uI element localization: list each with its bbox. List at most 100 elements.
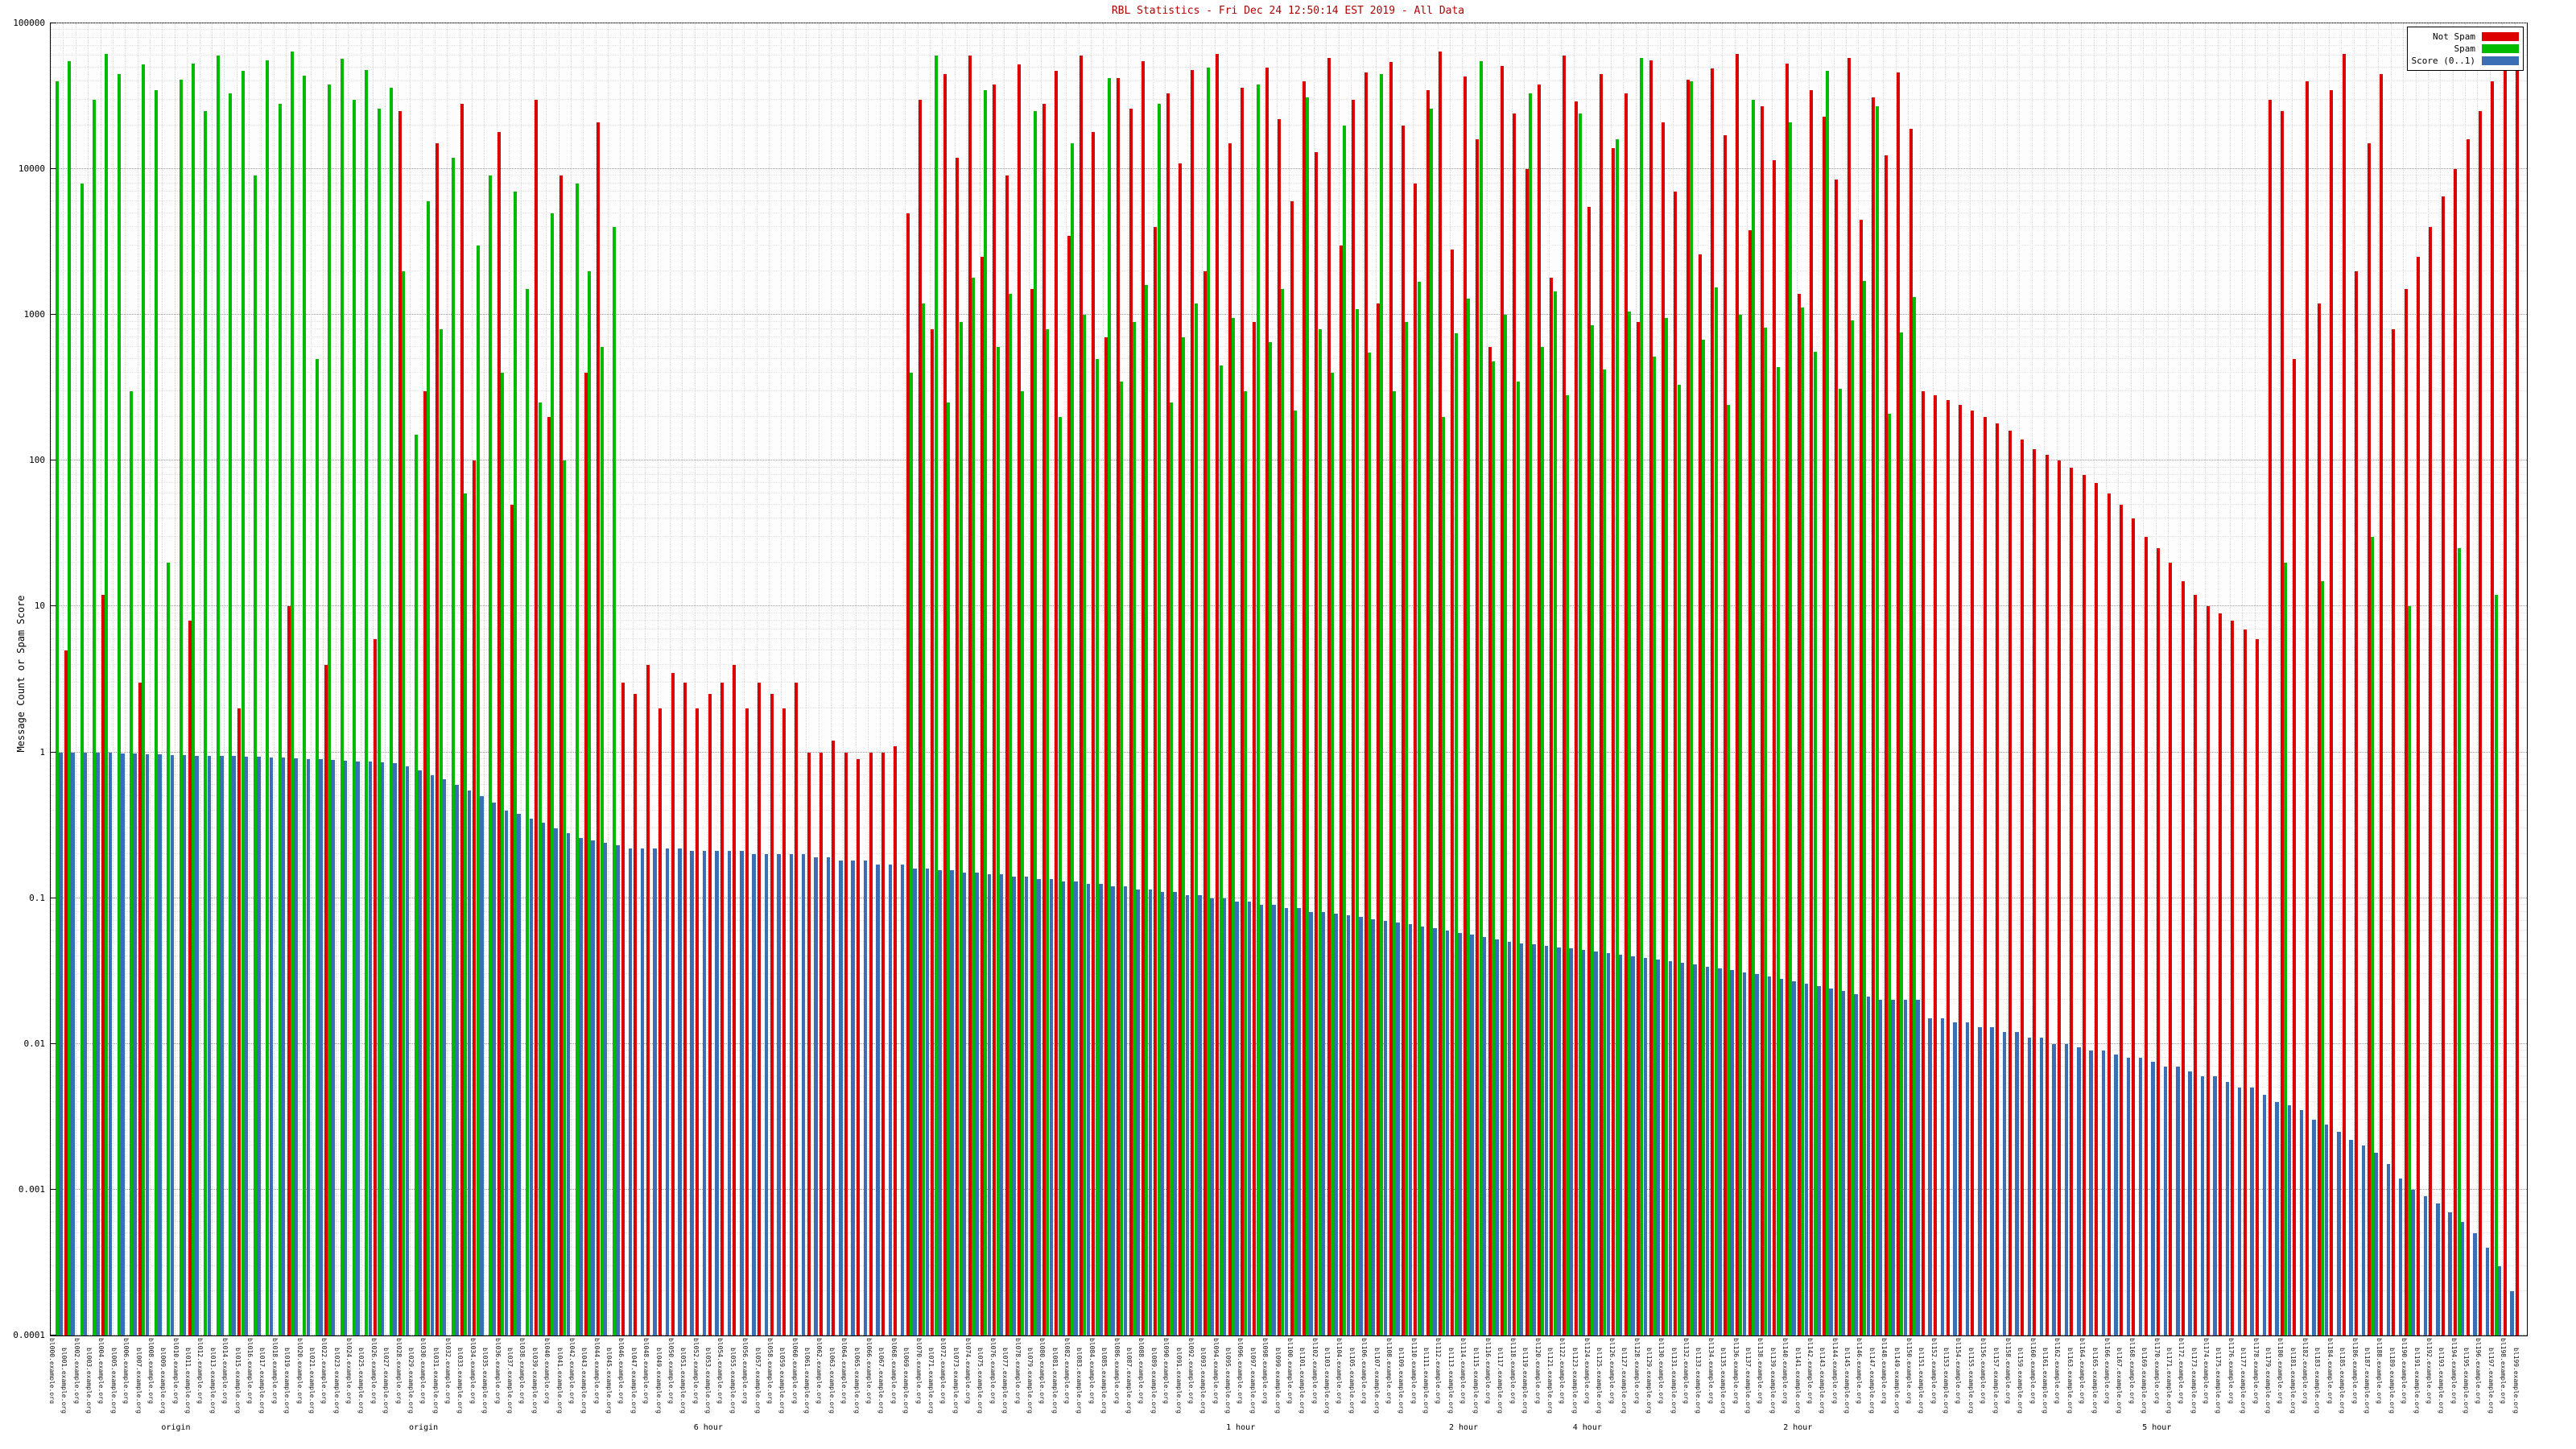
vertical-gridline [620,23,621,1335]
bar-not-spam [1996,423,2000,1335]
bar-not-spam [1822,116,1826,1335]
bar-score [492,803,496,1335]
bar-not-spam [1104,337,1108,1335]
vertical-gridline [1982,23,1984,1335]
bar-score [1111,886,1115,1335]
x-tick-label: bl113.example.org [1447,1348,1455,1414]
x-tick-label: bl051.example.org [679,1348,687,1414]
x-axis-group-label: 2 hour [1783,1423,1813,1432]
bar-spam [1850,320,1854,1335]
vertical-gridline [1697,23,1699,1335]
bar-not-spam [497,131,502,1335]
bar-score [2324,1124,2329,1335]
vertical-gridline [1474,23,1476,1335]
x-tick-label: bl171.example.org [2165,1348,2173,1414]
bar-not-spam [2342,53,2346,1335]
bar-spam [352,99,356,1335]
bar-not-spam [1884,155,1888,1335]
x-tick-label: bl018.example.org [270,1338,279,1404]
bar-not-spam [1971,411,1975,1335]
x-tick-label: bl015.example.org [233,1348,242,1414]
vertical-gridline [88,23,89,1335]
horizontal-gridline-major [51,1188,2527,1190]
vertical-gridline [1945,23,1946,1335]
x-tick-label: bl156.example.org [1979,1338,1988,1404]
bar-not-spam [696,708,700,1335]
bar-score [1569,948,1573,1335]
bar-spam [439,328,443,1335]
bar-spam [1875,106,1879,1335]
vertical-gridline [2056,23,2058,1335]
bar-score [801,854,806,1335]
bar-not-spam [2256,638,2260,1335]
bar-score [752,854,756,1335]
vertical-gridline [929,23,931,1335]
bar-not-spam [980,257,984,1335]
bar-not-spam [2516,52,2520,1335]
bar-not-spam [2194,595,2198,1335]
bar-score [1371,919,1375,1335]
horizontal-gridline-minor [51,1119,2527,1121]
vertical-gridline [1004,23,1005,1335]
vertical-gridline [2514,23,2516,1335]
vertical-gridline [991,23,993,1335]
x-tick-label: bl076.example.org [989,1338,997,1404]
bar-spam [464,493,468,1335]
vertical-gridline [707,23,708,1335]
bar-spam [1219,365,1223,1335]
bar-not-spam [1699,254,1703,1335]
bar-not-spam [1191,69,1195,1335]
vertical-gridline [1722,23,1724,1335]
vertical-gridline [1189,23,1191,1335]
bar-score [220,756,224,1335]
horizontal-gridline-minor [51,1265,2527,1266]
bar-not-spam [510,504,514,1335]
bar-score [1668,960,1672,1335]
bar-score [2460,1222,2465,1335]
bar-score [269,758,274,1335]
bar-spam [1269,342,1273,1335]
x-tick-label: bl106.example.org [1360,1338,1368,1404]
horizontal-gridline-minor [51,774,2527,775]
bar-not-spam [597,122,601,1335]
bar-not-spam [2144,537,2148,1335]
bar-score [913,868,917,1335]
bar-not-spam [398,111,402,1335]
x-tick-label: bl049.example.org [654,1348,663,1414]
horizontal-gridline-minor [51,36,2527,38]
vertical-gridline [2390,23,2392,1335]
vertical-gridline [1016,23,1018,1335]
bar-spam [402,270,406,1335]
bar-score [319,758,323,1335]
vertical-gridline [1932,23,1934,1335]
vertical-gridline [1029,23,1030,1335]
bar-score [1693,964,1697,1335]
y-tick-label: 1000 [23,309,46,320]
bar-score [938,870,942,1335]
bar-spam [1529,93,1533,1335]
bar-spam [451,157,455,1335]
bar-score [2213,1075,2217,1335]
vertical-gridline [880,23,881,1335]
bar-not-spam [2478,111,2482,1335]
x-tick-label: bl176.example.org [2227,1338,2235,1404]
bar-not-spam [2318,303,2322,1335]
vertical-gridline [1833,23,1835,1335]
horizontal-gridline-major [51,314,2527,316]
bar-not-spam [1315,152,1319,1335]
x-tick-label: bl044.example.org [592,1338,601,1404]
bar-not-spam [1253,321,1257,1335]
bar-not-spam [2181,580,2185,1335]
vertical-gridline [2415,23,2417,1335]
x-tick-label: bl132.example.org [1682,1338,1690,1404]
x-tick-label: bl041.example.org [555,1348,564,1414]
x-tick-label: bl035.example.org [481,1348,489,1414]
bar-score [2473,1233,2477,1335]
bar-not-spam [832,741,836,1335]
legend: Not Spam Spam Score (0..1) [2406,27,2524,71]
x-tick-label: bl121.example.org [1546,1348,1554,1414]
vertical-gridline [583,23,584,1335]
bar-spam [117,73,121,1335]
horizontal-gridline-minor [51,270,2527,271]
x-tick-label: bl158.example.org [2004,1338,2012,1404]
